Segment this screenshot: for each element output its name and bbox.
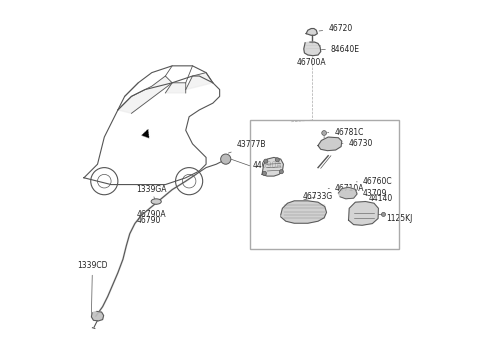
Circle shape xyxy=(221,154,231,164)
Circle shape xyxy=(279,170,283,174)
Circle shape xyxy=(275,158,279,162)
Text: 46760C: 46760C xyxy=(356,177,393,186)
Polygon shape xyxy=(304,42,321,56)
Text: 1339GA: 1339GA xyxy=(136,185,167,199)
Text: 46790A: 46790A xyxy=(136,204,166,219)
Polygon shape xyxy=(281,201,326,223)
Polygon shape xyxy=(91,312,104,321)
Text: 84640E: 84640E xyxy=(322,45,360,54)
Text: ▲: ▲ xyxy=(141,126,153,138)
Polygon shape xyxy=(186,73,213,90)
Bar xyxy=(250,120,399,249)
Text: 44140: 44140 xyxy=(365,194,393,203)
Text: 1125KJ: 1125KJ xyxy=(384,214,413,223)
Text: 46720: 46720 xyxy=(319,24,352,33)
Polygon shape xyxy=(348,201,378,225)
Text: 43709: 43709 xyxy=(357,188,387,198)
Polygon shape xyxy=(118,76,172,113)
Text: 1339CD: 1339CD xyxy=(77,261,108,313)
Polygon shape xyxy=(338,187,357,199)
Text: 46790: 46790 xyxy=(136,215,161,225)
Text: 44090A: 44090A xyxy=(253,161,283,170)
Text: 46781C: 46781C xyxy=(327,128,364,137)
Circle shape xyxy=(322,131,326,135)
Ellipse shape xyxy=(151,199,161,204)
Text: 46710A: 46710A xyxy=(328,184,364,193)
Polygon shape xyxy=(306,28,317,35)
Circle shape xyxy=(263,171,266,175)
Circle shape xyxy=(382,212,385,216)
Polygon shape xyxy=(262,157,283,176)
Text: 43777B: 43777B xyxy=(228,140,266,153)
Polygon shape xyxy=(166,83,186,93)
Text: 46733G: 46733G xyxy=(303,192,333,201)
Text: 46700A: 46700A xyxy=(297,58,326,67)
Polygon shape xyxy=(318,137,342,150)
Text: 46730: 46730 xyxy=(341,139,373,148)
Circle shape xyxy=(264,159,268,163)
